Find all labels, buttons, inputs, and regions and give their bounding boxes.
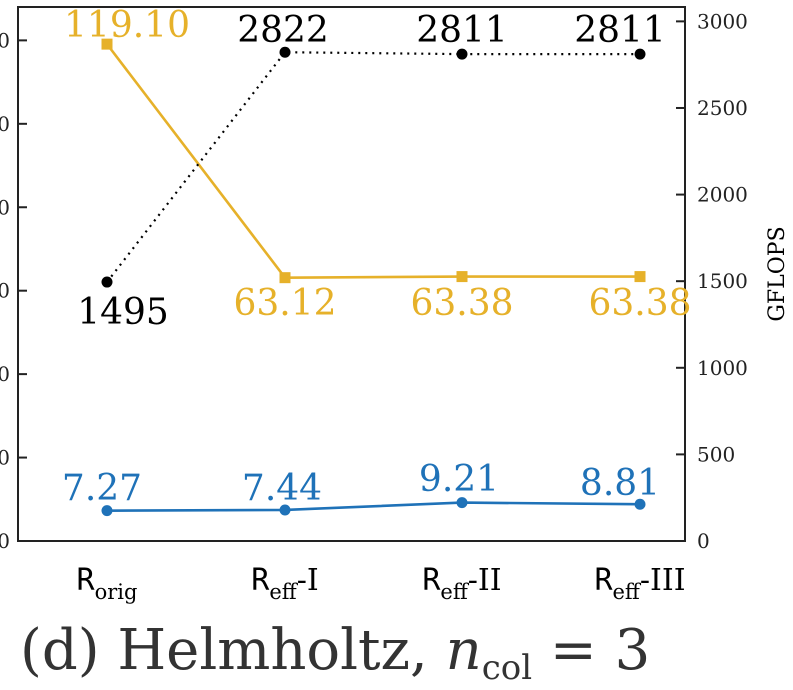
blue-series-data-label: 7.27 — [62, 468, 142, 509]
gflops-series-marker — [279, 46, 291, 58]
category-subscript: eff — [440, 580, 469, 604]
blue-series-data-label: 8.81 — [580, 463, 660, 504]
category-suffix: -II — [468, 563, 502, 598]
right-tick-label: 2500 — [697, 96, 748, 120]
left-tick-label: 40 — [0, 362, 10, 386]
left-axis: 0 20 40 60 80 100 120 — [0, 28, 27, 553]
x-category-label: Reff-III — [594, 563, 685, 604]
gold-series-data-label: 63.38 — [588, 283, 691, 324]
caption-prefix: (d) Helmholtz, — [20, 618, 446, 683]
category-base: R — [251, 563, 270, 598]
blue-series-marker — [279, 504, 291, 516]
gold-series-data-label: 119.10 — [64, 5, 190, 46]
data-labels: 119.10 63.12 63.38 63.38 7.27 7.44 9.21 8.81 149… — [62, 5, 692, 509]
series-layer — [101, 38, 646, 517]
gflops-series-data-label: 1495 — [77, 292, 169, 333]
caption-suffix: = 3 — [532, 618, 650, 683]
category-base: R — [77, 563, 96, 598]
gflops-series-data-label: 2811 — [574, 10, 666, 51]
gold-series-data-label: 63.12 — [233, 283, 336, 324]
right-tick-label: 1000 — [697, 356, 748, 380]
gflops-series-data-label: 2822 — [237, 10, 329, 51]
x-category-label: Rorig — [77, 563, 138, 604]
gflops-series-marker — [101, 276, 113, 288]
blue-series-data-label: 9.21 — [419, 459, 499, 500]
right-axis: 0 500 1000 1500 2000 2500 3000 — [676, 9, 748, 553]
plot-frame — [17, 6, 686, 542]
category-base: R — [422, 563, 441, 598]
figure-caption: (d) Helmholtz, ncol = 3 — [20, 618, 650, 688]
category-suffix: -I — [297, 563, 319, 598]
category-suffix: -III — [640, 563, 686, 598]
right-tick-label: 3000 — [697, 9, 748, 33]
gflops-series-line — [106, 51, 640, 283]
category-subscript: eff — [269, 580, 298, 604]
category-subscript: orig — [95, 580, 138, 604]
category-subscript: eff — [613, 580, 642, 604]
gold-series-data-label: 63.38 — [410, 283, 513, 324]
gold-series-marker — [279, 272, 291, 284]
x-category-label: Reff-II — [422, 563, 501, 604]
caption-subscript: col — [482, 648, 532, 688]
gold-series-marker — [634, 271, 646, 283]
left-tick-label: 120 — [0, 28, 10, 52]
caption-variable: n — [446, 618, 482, 683]
right-axis-title: GFLOPS — [765, 226, 790, 321]
gold-series-marker — [456, 271, 468, 283]
blue-series-data-label: 7.44 — [242, 468, 322, 509]
blue-series-marker — [634, 498, 646, 510]
blue-series-marker — [456, 497, 468, 509]
left-tick-label: 0 — [0, 529, 10, 553]
gflops-series-marker — [634, 48, 646, 60]
gold-series-marker — [101, 38, 113, 50]
gold-series-line — [105, 43, 640, 279]
gflops-series-marker — [456, 48, 468, 60]
right-tick-label: 0 — [697, 529, 710, 553]
left-tick-label: 60 — [0, 279, 10, 303]
blue-series-marker — [101, 505, 113, 517]
x-category-label: Reff-I — [251, 563, 318, 604]
left-tick-label: 20 — [0, 446, 10, 470]
left-tick-label: 80 — [0, 195, 10, 219]
right-tick-label: 500 — [697, 442, 735, 466]
left-tick-label: 100 — [0, 112, 10, 136]
blue-series-line — [106, 501, 641, 512]
category-base: R — [594, 563, 613, 598]
right-tick-label: 1500 — [697, 269, 748, 293]
right-tick-label: 2000 — [697, 183, 748, 207]
gflops-series-data-label: 2811 — [416, 10, 508, 51]
x-axis-categories: Rorig Reff-I Reff-II Reff-III — [77, 563, 686, 604]
